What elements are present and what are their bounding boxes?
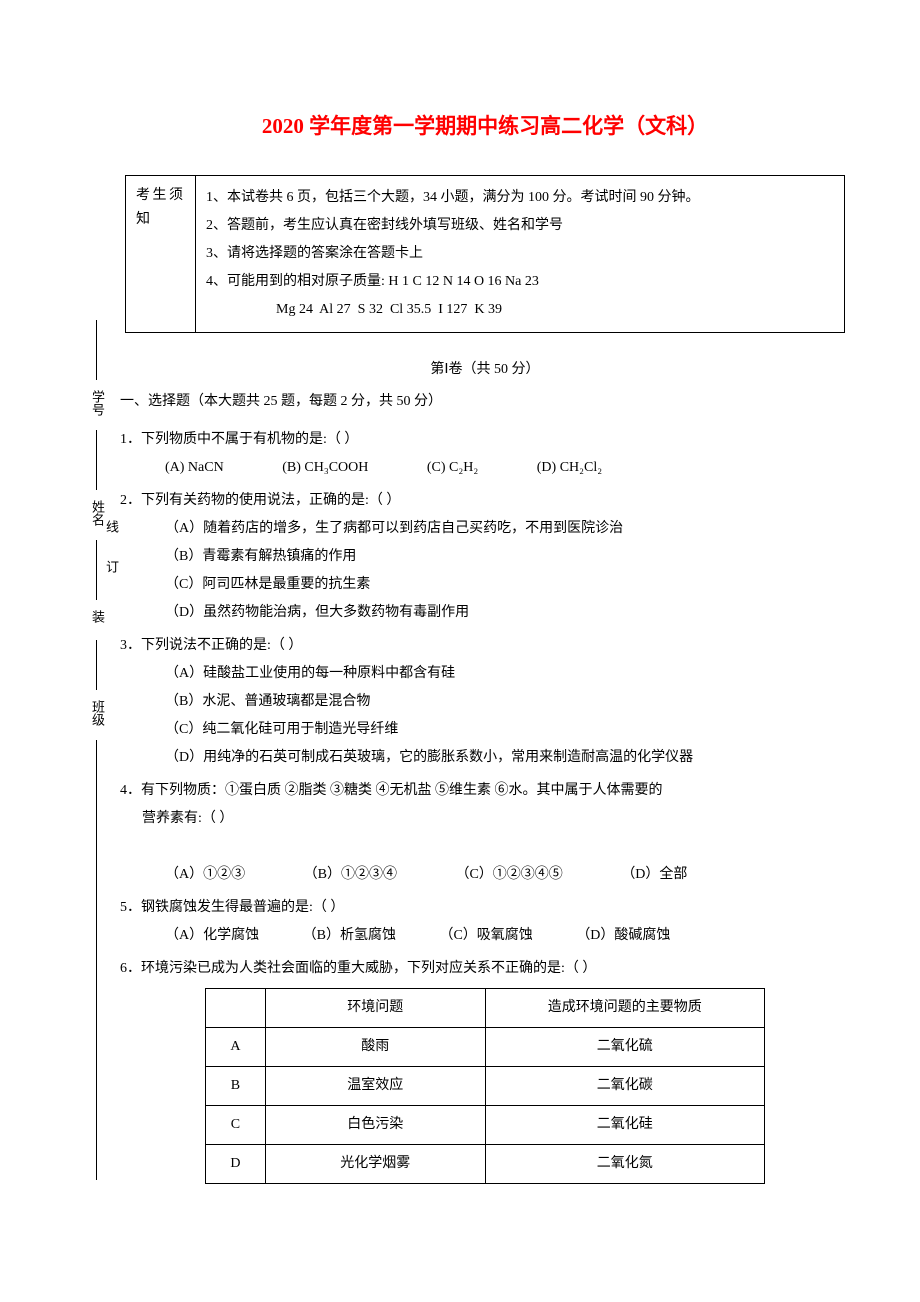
notice-line-1: 1、本试卷共 6 页，包括三个大题，34 小题，满分为 100 分。考试时间 9…	[206, 184, 834, 212]
page-container: 2020 学年度第一学期期中练习高二化学（文科） 考生须知 1、本试卷共 6 页…	[0, 0, 920, 1302]
question-6: 6．环境污染已成为人类社会面临的重大威胁，下列对应关系不正确的是:（ ） 环境问…	[120, 955, 850, 1184]
q6-r0c0: A	[206, 1028, 266, 1067]
table-header-row: 环境问题 造成环境问题的主要物质	[206, 989, 765, 1028]
q6-h1: 环境问题	[265, 989, 485, 1028]
table-row: D 光化学烟雾 二氧化氮	[206, 1145, 765, 1184]
table-row: B 温室效应 二氧化碳	[206, 1067, 765, 1106]
vert-banji: 班级	[88, 700, 107, 726]
q5-text: 5．钢铁腐蚀发生得最普遍的是:（ ）	[120, 894, 850, 922]
exam-title: 2020 学年度第一学期期中练习高二化学（文科）	[120, 110, 850, 140]
q1-opt-d: (D) CH₂Cl₂	[537, 454, 602, 482]
notice-label: 考生须知	[126, 176, 196, 333]
question-4: 4．有下列物质：①蛋白质 ②脂类 ③糖类 ④无机盐 ⑤维生素 ⑥水。其中属于人体…	[120, 777, 850, 889]
q6-h0	[206, 989, 266, 1028]
vert-xian: 线	[102, 520, 121, 533]
question-3: 3．下列说法不正确的是:（ ） （A）硅酸盐工业使用的每一种原料中都含有硅 （B…	[120, 632, 850, 772]
q5-opt-b: （B）析氢腐蚀	[303, 922, 396, 950]
notice-line-4: 4、可能用到的相对原子质量: H 1 C 12 N 14 O 16 Na 23	[206, 268, 834, 296]
q6-r3c1: 光化学烟雾	[265, 1145, 485, 1184]
table-row: C 白色污染 二氧化硅	[206, 1106, 765, 1145]
vert-xuehao: 学号	[88, 390, 107, 416]
q6-r3c2: 二氧化氮	[485, 1145, 764, 1184]
q6-table: 环境问题 造成环境问题的主要物质 A 酸雨 二氧化硫 B 温室效应 二氧化碳 C…	[205, 988, 765, 1184]
q4-text: 4．有下列物质：①蛋白质 ②脂类 ③糖类 ④无机盐 ⑤维生素 ⑥水。其中属于人体…	[120, 777, 850, 805]
q6-text: 6．环境污染已成为人类社会面临的重大威胁，下列对应关系不正确的是:（ ）	[120, 955, 850, 983]
q6-r2c2: 二氧化硅	[485, 1106, 764, 1145]
q3-text: 3．下列说法不正确的是:（ ）	[120, 632, 850, 660]
notice-line-5: Mg 24 Al 27 S 32 Cl 35.5 I 127 K 39	[206, 296, 834, 324]
q5-opt-a: （A）化学腐蚀	[165, 922, 259, 950]
table-row: A 酸雨 二氧化硫	[206, 1028, 765, 1067]
q6-r0c1: 酸雨	[265, 1028, 485, 1067]
notice-content: 1、本试卷共 6 页，包括三个大题，34 小题，满分为 100 分。考试时间 9…	[196, 176, 845, 333]
q1-text: 1．下列物质中不属于有机物的是:（ ）	[120, 426, 850, 454]
q6-r2c1: 白色污染	[265, 1106, 485, 1145]
q3-opt-d: （D）用纯净的石英可制成石英玻璃，它的膨胀系数小，常用来制造耐高温的化学仪器	[165, 744, 850, 772]
q1-opt-b: (B) CH₃COOH	[282, 454, 368, 482]
q4-opt-a: （A）①②③	[165, 861, 245, 889]
vert-ding: 订	[102, 560, 121, 573]
q4-text2: 营养素有:（ ）	[142, 805, 850, 833]
section-1-intro: 一、选择题（本大题共 25 题，每题 2 分，共 50 分）	[120, 388, 850, 416]
q2-opt-b: （B）青霉素有解热镇痛的作用	[165, 543, 850, 571]
section-1-header: 第Ⅰ卷（共 50 分）	[120, 358, 850, 378]
q2-opt-c: （C）阿司匹林是最重要的抗生素	[165, 571, 850, 599]
q6-r2c0: C	[206, 1106, 266, 1145]
question-5: 5．钢铁腐蚀发生得最普遍的是:（ ） （A）化学腐蚀 （B）析氢腐蚀 （C）吸氧…	[120, 894, 850, 950]
q3-opt-b: （B）水泥、普通玻璃都是混合物	[165, 688, 850, 716]
q2-opt-a: （A）随着药店的增多，生了病都可以到药店自己买药吃，不用到医院诊治	[165, 515, 850, 543]
notice-line-2: 2、答题前，考生应认真在密封线外填写班级、姓名和学号	[206, 212, 834, 240]
notice-table: 考生须知 1、本试卷共 6 页，包括三个大题，34 小题，满分为 100 分。考…	[125, 175, 845, 333]
q1-opt-c: (C) C₂H₂	[427, 454, 478, 482]
q3-opt-a: （A）硅酸盐工业使用的每一种原料中都含有硅	[165, 660, 850, 688]
q1-opt-a: (A) NaCN	[165, 454, 224, 482]
vert-zhuang: 装	[88, 610, 107, 623]
q6-r1c1: 温室效应	[265, 1067, 485, 1106]
q6-h2: 造成环境问题的主要物质	[485, 989, 764, 1028]
q2-text: 2．下列有关药物的使用说法，正确的是:（ ）	[120, 487, 850, 515]
q4-opt-c: （C）①②③④⑤	[455, 861, 562, 889]
q6-r0c2: 二氧化硫	[485, 1028, 764, 1067]
q6-r3c0: D	[206, 1145, 266, 1184]
question-1: 1．下列物质中不属于有机物的是:（ ） (A) NaCN (B) CH₃COOH…	[120, 426, 850, 482]
q3-opt-c: （C）纯二氧化硅可用于制造光导纤维	[165, 716, 850, 744]
q5-opt-d: （D）酸碱腐蚀	[576, 922, 670, 950]
q5-opt-c: （C）吸氧腐蚀	[439, 922, 532, 950]
q6-r1c2: 二氧化碳	[485, 1067, 764, 1106]
notice-line-3: 3、请将选择题的答案涂在答题卡上	[206, 240, 834, 268]
q4-opt-d: （D）全部	[621, 861, 687, 889]
question-2: 2．下列有关药物的使用说法，正确的是:（ ） （A）随着药店的增多，生了病都可以…	[120, 487, 850, 627]
q4-opt-b: （B）①②③④	[304, 861, 397, 889]
q6-r1c0: B	[206, 1067, 266, 1106]
q2-opt-d: （D）虽然药物能治病，但大多数药物有毒副作用	[165, 599, 850, 627]
